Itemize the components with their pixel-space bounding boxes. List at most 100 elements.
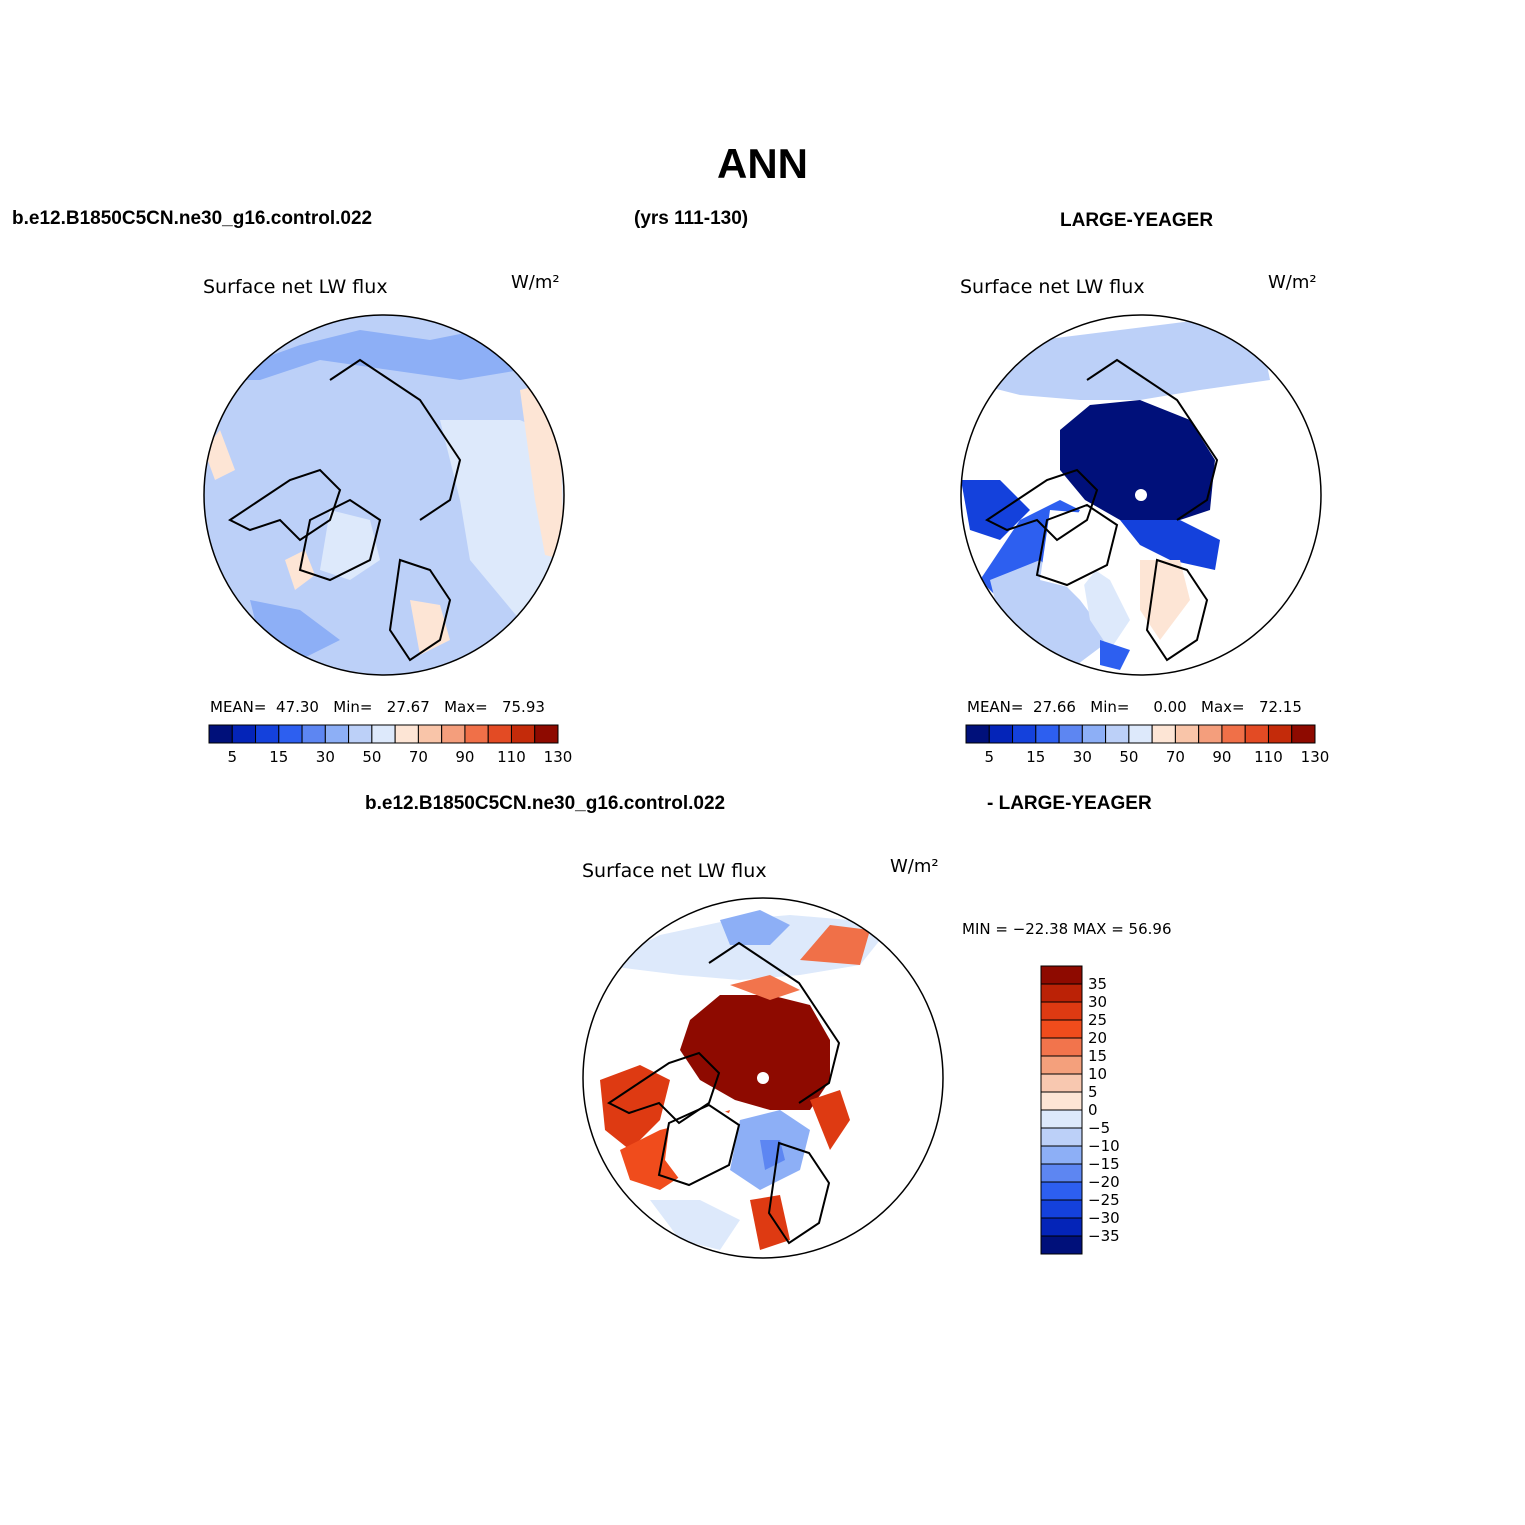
diff-header-left: b.e12.B1850C5CN.ne30_g16.control.022: [365, 793, 726, 814]
colorbar-swatch: [965, 724, 990, 744]
colorbar-tick-label: 5: [984, 748, 995, 766]
colorbar-swatch: [534, 724, 559, 744]
colorbar-swatch: [1267, 724, 1293, 744]
colorbar-swatch: [464, 724, 489, 744]
colorbar-tick-label: −35: [1088, 1227, 1120, 1245]
panel1-max: 75.93: [501, 698, 545, 716]
colorbar-swatch: [1040, 1163, 1083, 1183]
panel2-mean: 27.66: [1033, 698, 1076, 716]
colorbar-tick-label: 25: [1088, 1011, 1108, 1029]
colorbar-swatch: [394, 724, 419, 744]
colorbar-tick-label: −20: [1088, 1173, 1120, 1191]
panel1-min-label: Min=: [333, 698, 373, 716]
panel2-min: 0.00: [1153, 698, 1187, 716]
colorbar-tick-label: 70: [1165, 748, 1185, 766]
panel3-units: W/m²: [890, 856, 939, 877]
panel1-map: [203, 314, 565, 676]
colorbar-tick-label: 50: [1119, 748, 1139, 766]
colorbar-swatch: [301, 724, 326, 744]
colorbar-tick-label: 10: [1088, 1065, 1108, 1083]
colorbar-swatch: [1040, 983, 1083, 1003]
colorbar-swatch: [1040, 1037, 1083, 1057]
colorbar-swatch: [1128, 724, 1153, 744]
colorbar-tick-label: 0: [1088, 1101, 1098, 1119]
panel2-max-label: Max=: [1201, 698, 1245, 716]
colorbar-tick-label: −15: [1088, 1155, 1120, 1173]
colorbar3: [1040, 965, 1083, 1255]
colorbar-swatch: [1040, 1181, 1083, 1201]
colorbar-tick-label: 5: [227, 748, 238, 766]
colorbar-tick-label: 15: [1026, 748, 1046, 766]
panel2-min-label: Min=: [1090, 698, 1130, 716]
panel1-mean: 47.30: [276, 698, 319, 716]
colorbar-swatch: [1244, 724, 1269, 744]
colorbar-swatch: [441, 724, 466, 744]
colorbar-swatch: [1040, 1055, 1083, 1075]
colorbar-swatch: [1081, 724, 1107, 744]
colorbar-swatch: [1058, 724, 1083, 744]
colorbar-tick-label: 15: [1088, 1047, 1108, 1065]
colorbar-tick-label: 90: [1212, 748, 1232, 766]
colorbar-swatch: [1040, 1073, 1083, 1093]
colorbar-tick-label: 5: [1088, 1083, 1098, 1101]
panel1-stats: MEAN= 47.30 Min= 27.67 Max= 75.93: [210, 698, 545, 716]
colorbar-swatch: [510, 724, 536, 744]
colorbar-swatch: [487, 724, 512, 744]
colorbar-swatch: [1040, 1109, 1083, 1129]
colorbar-tick-label: 20: [1088, 1029, 1108, 1047]
panel3-title: Surface net LW flux: [582, 860, 767, 882]
colorbar-tick-label: 130: [543, 748, 573, 766]
colorbar-tick-label: 30: [1088, 993, 1108, 1011]
colorbar-tick-label: 70: [408, 748, 428, 766]
obs-header: LARGE-YEAGER: [1060, 210, 1214, 231]
panel3-minmax: MIN = −22.38 MAX = 56.96: [962, 920, 1172, 938]
colorbar-swatch: [1040, 965, 1083, 985]
colorbar-swatch: [1040, 1235, 1083, 1255]
colorbar-swatch: [988, 724, 1014, 744]
colorbar-swatch: [371, 724, 396, 744]
panel1-min: 27.67: [386, 698, 430, 716]
colorbar-tick-label: 35: [1088, 975, 1108, 993]
colorbar-swatch: [324, 724, 350, 744]
colorbar-swatch: [1174, 724, 1200, 744]
colorbar-tick-label: −30: [1088, 1209, 1120, 1227]
colorbar-tick-label: 90: [455, 748, 475, 766]
case-header: b.e12.B1850C5CN.ne30_g16.control.022: [12, 208, 373, 229]
panel2-map: [960, 314, 1322, 676]
colorbar-tick-label: 15: [269, 748, 289, 766]
colorbar-tick-label: 130: [1300, 748, 1330, 766]
coastlines: [228, 358, 1219, 1245]
colorbar2: [965, 724, 1316, 744]
colorbar-tick-label: 30: [315, 748, 335, 766]
years-header: (yrs 111-130): [634, 208, 749, 229]
panel1-mean-label: MEAN=: [210, 698, 267, 716]
colorbar-swatch: [1040, 1127, 1083, 1147]
colorbar-tick-label: −10: [1088, 1137, 1120, 1155]
colorbar-swatch: [278, 724, 303, 744]
colorbar-tick-label: −25: [1088, 1191, 1120, 1209]
panel2-max: 72.15: [1258, 698, 1302, 716]
colorbar-swatch: [1040, 1217, 1083, 1237]
panel1-title: Surface net LW flux: [203, 276, 388, 298]
colorbar-swatch: [231, 724, 257, 744]
diff-header-right: - LARGE-YEAGER: [987, 793, 1152, 814]
colorbar-swatch: [1105, 724, 1130, 744]
colorbar-swatch: [1012, 724, 1037, 744]
colorbar-tick-label: 50: [362, 748, 382, 766]
colorbar-tick-label: 30: [1072, 748, 1092, 766]
panel2-mean-label: MEAN=: [967, 698, 1024, 716]
colorbar-swatch: [1040, 1145, 1083, 1165]
panel1-max-label: Max=: [444, 698, 488, 716]
colorbar-tick-label: 110: [1254, 748, 1283, 766]
colorbar1: [208, 724, 559, 744]
colorbar-swatch: [1040, 1091, 1083, 1111]
colorbar-swatch: [1040, 1001, 1083, 1021]
colorbar-tick-label: 110: [497, 748, 526, 766]
colorbar-swatch: [1198, 724, 1223, 744]
colorbar-swatch: [255, 724, 280, 744]
colorbar-swatch: [417, 724, 443, 744]
colorbar-swatch: [348, 724, 373, 744]
colorbar-swatch: [1151, 724, 1176, 744]
colorbar-swatch: [1040, 1199, 1083, 1219]
